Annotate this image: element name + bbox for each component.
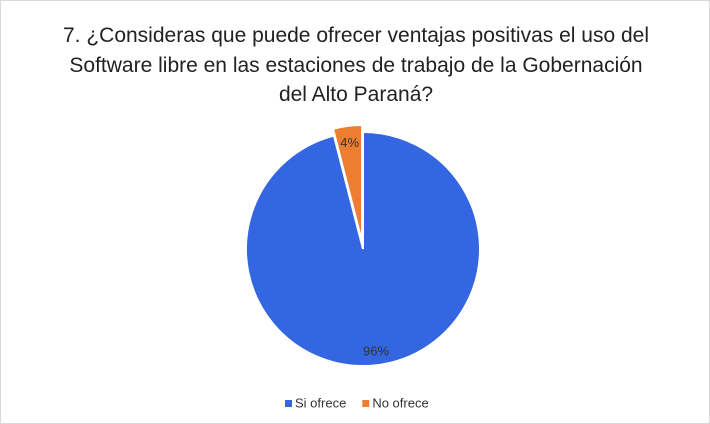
pie-slice [245,130,481,367]
legend-label: Si ofrece [295,395,346,410]
legend-swatch [285,400,292,407]
legend-swatch [362,400,370,407]
legend-label: No ofrece [372,395,428,410]
data-label: 4% [340,135,359,150]
data-label: 96% [363,344,389,359]
chart-title: 7. ¿Consideras que puede ofrecer ventaja… [62,24,649,106]
pie-slice [331,124,364,243]
